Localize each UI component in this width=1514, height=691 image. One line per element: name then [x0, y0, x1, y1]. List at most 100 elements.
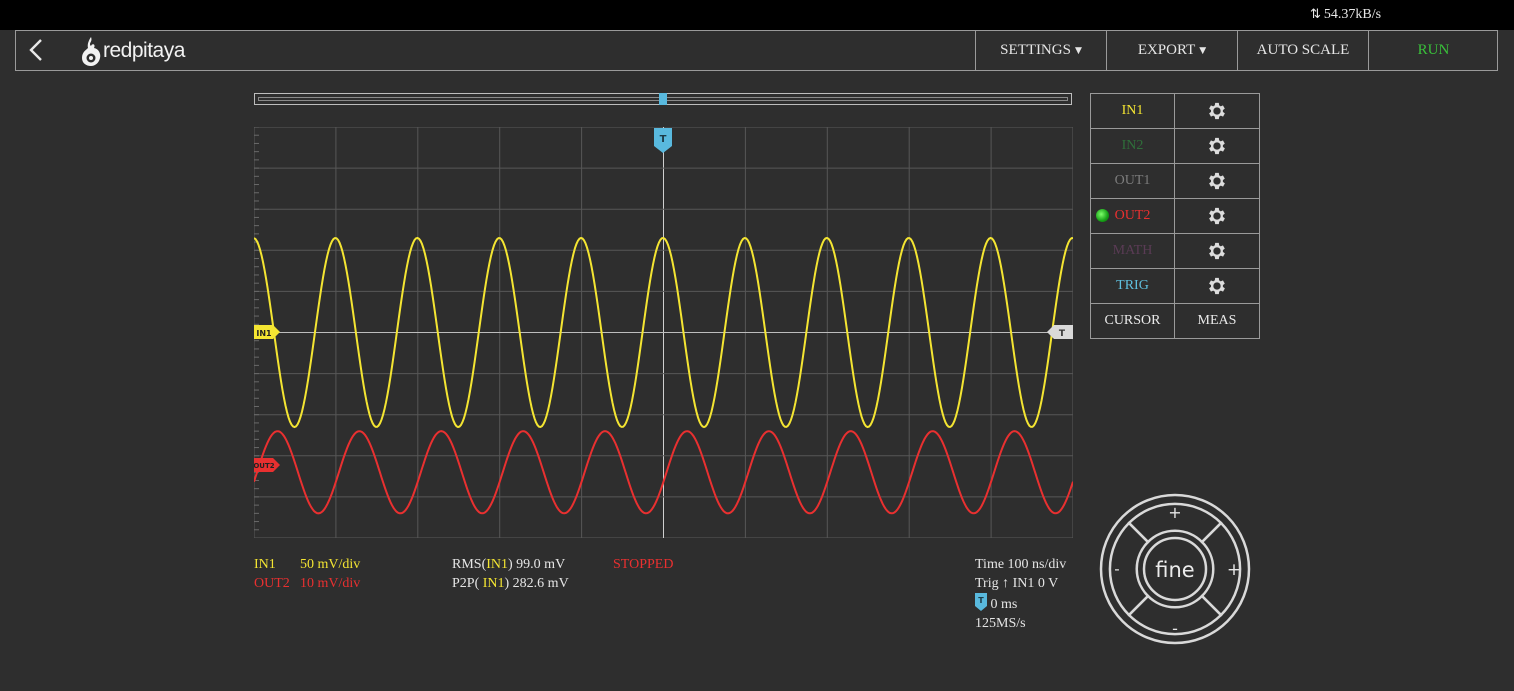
trigger-delay: T 0 ms	[975, 593, 1066, 614]
rms-value: ) 99.0 mV	[508, 557, 566, 572]
out2-scale-channel: OUT2	[254, 576, 290, 591]
channel-out2-settings-button[interactable]	[1174, 198, 1260, 234]
channel-row: IN1	[1090, 93, 1260, 129]
channel-row: OUT2	[1090, 198, 1260, 234]
redpitaya-logo: redpitaya	[80, 36, 185, 66]
channel-scales: IN1 50 mV/div OUT2 10 mV/div	[254, 555, 360, 593]
transfer-arrows-icon: ⇅	[1310, 7, 1321, 22]
in1-trace	[254, 236, 1073, 429]
channel-math-button[interactable]: MATH	[1090, 233, 1175, 269]
wheel-left-label: -	[1114, 560, 1119, 578]
channel-out1-settings-button[interactable]	[1174, 163, 1260, 199]
wheel-down-label: -	[1172, 619, 1178, 638]
gear-icon	[1209, 172, 1225, 190]
rms-channel: IN1	[486, 557, 509, 572]
sample-rate: 125MS/s	[975, 616, 1026, 631]
in1-scale-row: IN1 50 mV/div	[254, 555, 360, 574]
gear-icon	[1209, 207, 1225, 225]
channel-label: OUT1	[1114, 173, 1151, 188]
status-bar: ⇅ 54.37kB/s	[0, 0, 1514, 30]
channel-trig-settings-button[interactable]	[1174, 268, 1260, 304]
settings-menu-button[interactable]: SETTINGS ▼	[975, 31, 1106, 70]
flame-logo-icon	[82, 37, 101, 66]
caret-down-icon: ▼	[1074, 45, 1082, 56]
channel-trig-button[interactable]: TRIG	[1090, 268, 1175, 304]
trigger-info: Trig ↑ IN1 0 V	[975, 574, 1066, 593]
oscilloscope-plot[interactable]: T IN1 OUT2 T	[254, 127, 1073, 538]
trigger-marker-icon: T	[975, 593, 987, 611]
in1-scale-channel: IN1	[254, 557, 276, 572]
channel-in1-settings-button[interactable]	[1174, 93, 1260, 129]
channel-label: IN1	[1121, 103, 1144, 118]
trig-source: IN1 0 V	[1012, 576, 1059, 591]
time-position-bar[interactable]	[254, 93, 1072, 105]
logo-text: redpitaya	[103, 39, 185, 62]
gear-icon	[1209, 102, 1225, 120]
out2-scale-value: 10 mV/div	[300, 576, 361, 591]
svg-text:T: T	[978, 596, 984, 605]
measurements: RMS(IN1) 99.0 mV P2P( IN1) 282.6 mV	[452, 555, 569, 593]
adjust-wheel: + - - + fine	[1099, 493, 1251, 645]
gear-icon	[1209, 242, 1225, 260]
run-label: RUN	[1417, 42, 1450, 58]
channel-panel: IN1 IN2 OUT1 OUT2 MATH TRIG CURSOR MEAS	[1090, 93, 1260, 339]
p2p-prefix: P2P(	[452, 576, 483, 591]
wheel-left-button[interactable]: -	[1108, 521, 1150, 617]
out2-offset-marker[interactable]: OUT2	[254, 458, 280, 472]
cursor-button[interactable]: CURSOR	[1090, 303, 1175, 339]
wheel-fine-label: fine	[1155, 558, 1194, 582]
top-navbar: redpitaya SETTINGS ▼ EXPORT ▼ AUTO SCALE R…	[15, 30, 1498, 71]
trigger-edge-icon: ↑	[1002, 576, 1010, 591]
in1-scale-value: 50 mV/div	[300, 557, 361, 572]
auto-scale-button[interactable]: AUTO SCALE	[1237, 31, 1368, 70]
p2p-value: ) 282.6 mV	[504, 576, 569, 591]
channel-label: TRIG	[1116, 278, 1149, 293]
wheel-up-label: +	[1168, 503, 1181, 522]
meas-button[interactable]: MEAS	[1174, 303, 1260, 339]
p2p-channel: IN1	[482, 576, 505, 591]
channel-in2-button[interactable]: IN2	[1090, 128, 1175, 164]
acquisition-state: STOPPED	[613, 557, 674, 572]
channel-in2-settings-button[interactable]	[1174, 128, 1260, 164]
export-label: EXPORT	[1137, 42, 1196, 58]
channel-math-settings-button[interactable]	[1174, 233, 1260, 269]
trigger-time-label: T	[660, 134, 667, 145]
trigger-time-marker[interactable]: T	[654, 128, 672, 153]
wheel-right-button[interactable]: +	[1200, 521, 1242, 617]
channel-label: MATH	[1112, 243, 1153, 258]
out2-trace	[254, 430, 1073, 515]
gear-icon	[1209, 137, 1225, 155]
active-indicator-icon	[1096, 209, 1109, 222]
channel-row: IN2	[1090, 128, 1260, 164]
time-position-handle[interactable]	[659, 93, 667, 105]
chevron-left-icon[interactable]	[26, 37, 48, 63]
channel-row: MATH	[1090, 233, 1260, 269]
in1-marker-label: IN1	[256, 329, 272, 338]
channel-row: OUT1	[1090, 163, 1260, 199]
channel-out1-button[interactable]: OUT1	[1090, 163, 1175, 199]
transfer-rate-value: 54.37kB/s	[1323, 7, 1382, 22]
wheel-fine-button[interactable]: fine	[1142, 536, 1208, 602]
trigger-level-label: T	[1059, 329, 1066, 339]
p2p-measurement: P2P( IN1) 282.6 mV	[452, 574, 569, 593]
channel-in1-button[interactable]: IN1	[1090, 93, 1175, 129]
plot-grid	[254, 127, 1073, 538]
time-scale: Time 100 ns/div	[975, 557, 1067, 572]
wheel-right-label: +	[1227, 560, 1241, 580]
channel-label: OUT2	[1114, 208, 1151, 223]
in1-offset-marker[interactable]: IN1	[254, 325, 280, 339]
settings-label: SETTINGS	[1000, 42, 1071, 58]
run-button[interactable]: RUN	[1368, 31, 1498, 70]
timebase-info: Time 100 ns/div Trig ↑ IN1 0 V T 0 ms 12…	[975, 555, 1066, 633]
trigger-level-marker[interactable]: T	[1047, 325, 1073, 339]
rms-prefix: RMS(	[452, 557, 487, 572]
export-menu-button[interactable]: EXPORT ▼	[1106, 31, 1237, 70]
caret-down-icon: ▼	[1199, 45, 1207, 56]
auto-scale-label: AUTO SCALE	[1256, 42, 1350, 58]
out2-scale-row: OUT2 10 mV/div	[254, 574, 360, 593]
channel-out2-button[interactable]: OUT2	[1090, 198, 1175, 234]
channel-label: IN2	[1121, 138, 1144, 153]
channel-row: TRIG	[1090, 268, 1260, 304]
trig-delay-value: 0 ms	[990, 597, 1018, 612]
out2-marker-label: OUT2	[254, 462, 275, 470]
